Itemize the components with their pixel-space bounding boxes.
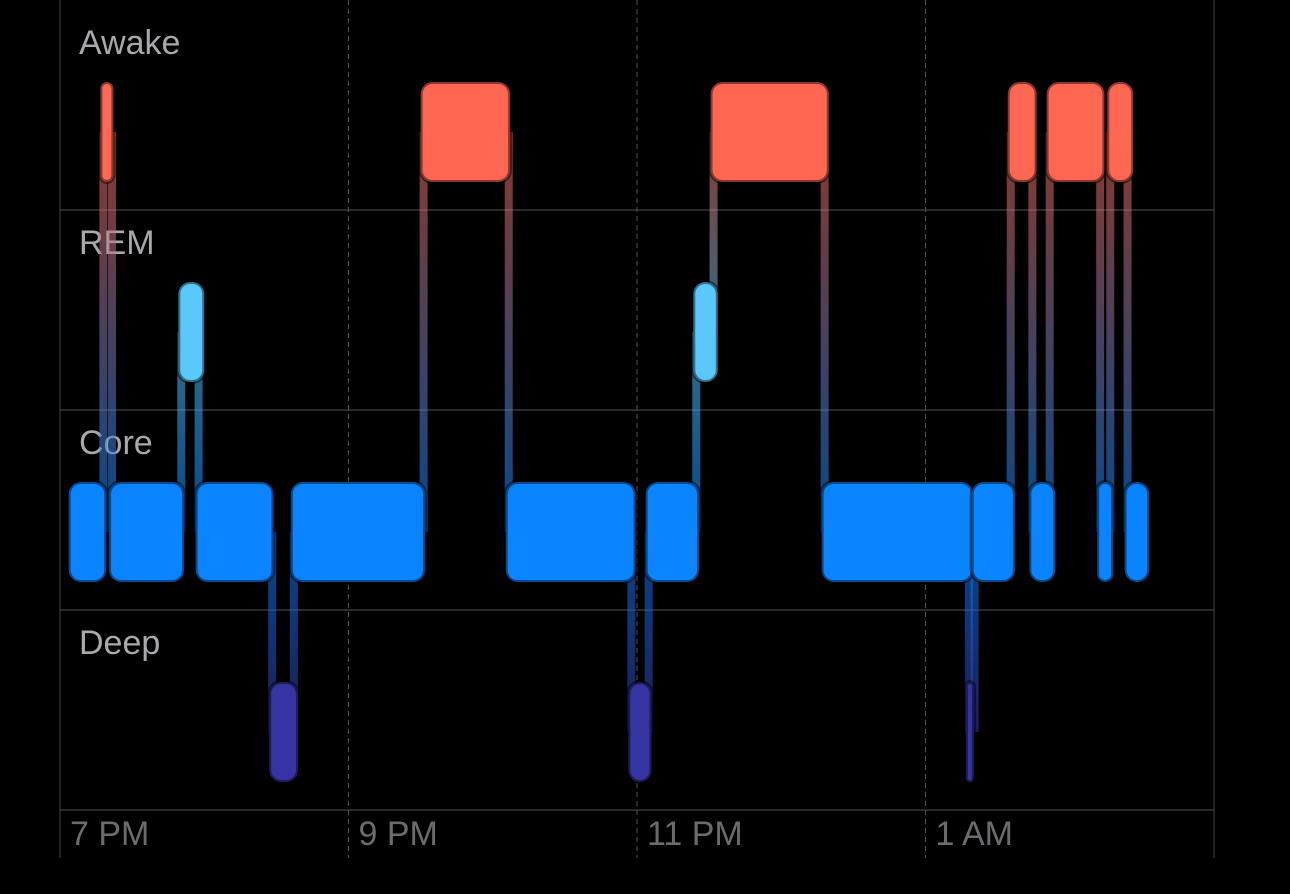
connector xyxy=(177,332,186,532)
connector xyxy=(970,532,979,732)
stage-bar xyxy=(1095,480,1116,584)
connector xyxy=(644,532,653,732)
x-tick-label: 9 PM xyxy=(359,815,438,853)
stage-bar xyxy=(969,480,1017,584)
connector xyxy=(194,332,203,532)
connector xyxy=(1123,132,1132,532)
stage-bar xyxy=(1005,80,1039,184)
connector xyxy=(99,132,108,532)
stage-bar xyxy=(1044,80,1107,184)
connector xyxy=(289,532,298,732)
stage-bar xyxy=(626,680,654,784)
connectors xyxy=(99,132,1132,732)
stage-bar xyxy=(1122,480,1152,584)
stage-bar xyxy=(98,80,116,184)
stage-bar xyxy=(503,480,638,584)
stage-bar xyxy=(193,480,276,584)
connector xyxy=(820,132,829,532)
stage-label: REM xyxy=(79,224,155,262)
connector xyxy=(268,532,277,732)
stage-label: Deep xyxy=(79,624,160,662)
connector xyxy=(1045,132,1054,532)
stage-bar xyxy=(288,480,427,584)
stage-bar xyxy=(176,280,207,384)
stage-bar xyxy=(691,280,720,384)
connector xyxy=(1006,132,1015,532)
stage-bar xyxy=(66,480,109,584)
x-tick-label: 7 PM xyxy=(70,815,149,853)
connector xyxy=(627,532,636,732)
connector xyxy=(504,132,513,532)
connector xyxy=(1096,132,1105,532)
stage-bar xyxy=(107,480,187,584)
connector xyxy=(419,132,428,532)
stage-bar xyxy=(267,680,301,784)
connector xyxy=(108,132,117,532)
connector xyxy=(1106,132,1115,532)
stage-bar xyxy=(1105,80,1136,184)
stage-bar xyxy=(819,480,976,584)
x-tick-label: 11 PM xyxy=(647,815,743,853)
x-tick-label: 1 AM xyxy=(936,815,1013,853)
connector xyxy=(1028,132,1037,532)
stage-label: Awake xyxy=(79,24,180,62)
stage-bar xyxy=(643,480,702,584)
stage-bar xyxy=(1027,480,1058,584)
connector xyxy=(709,132,718,332)
connector xyxy=(692,332,701,532)
stage-bar xyxy=(418,80,513,184)
stage-bar xyxy=(708,80,831,184)
connector xyxy=(964,532,973,732)
stage-bar xyxy=(963,680,976,784)
